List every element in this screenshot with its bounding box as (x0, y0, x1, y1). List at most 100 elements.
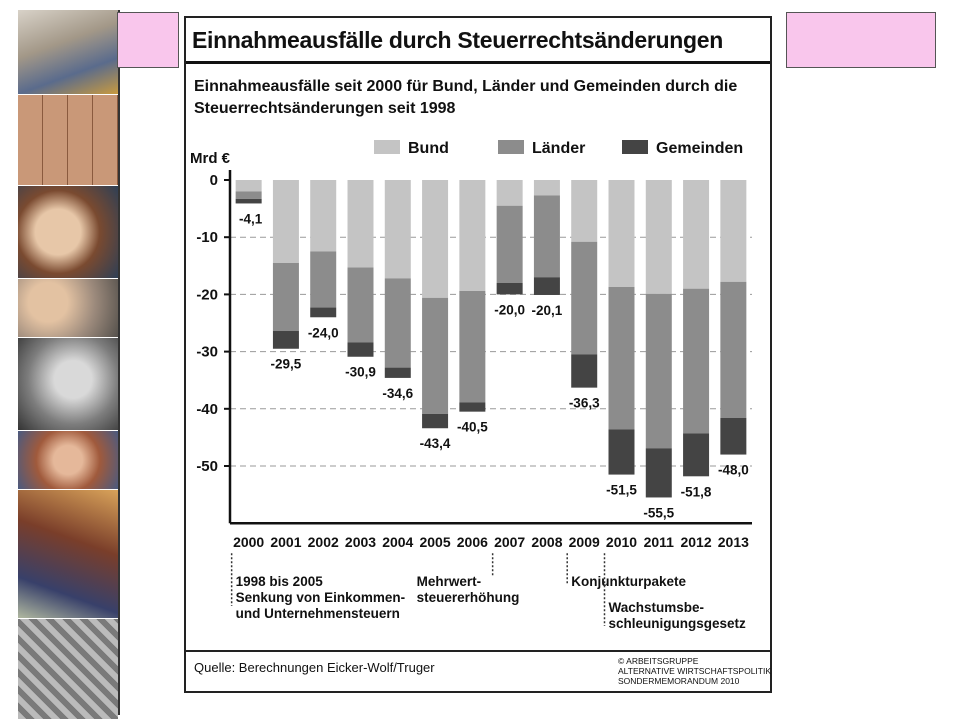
x-tick-label: 2006 (457, 534, 488, 550)
total-label: -24,0 (308, 325, 339, 340)
photo-collage (18, 10, 118, 720)
annotation-text: steuererhöhung (417, 590, 520, 605)
bar-segment-bund (422, 180, 449, 298)
title-band-left (117, 12, 179, 68)
legend-swatch (498, 140, 524, 154)
legend-label: Gemeinden (656, 140, 743, 157)
credit-line: SONDERMEMORANDUM 2010 (618, 676, 740, 686)
bar-segment-länder (272, 262, 299, 332)
bar-segment-gemeinden (683, 433, 710, 477)
figure-footer: Quelle: Berechnungen Eicker-Wolf/Truger … (186, 650, 771, 686)
annotation-text: 1998 bis 2005 (236, 574, 324, 589)
total-label: -34,6 (382, 386, 413, 401)
legend-swatch (374, 140, 400, 154)
total-label: -55,5 (643, 505, 674, 520)
y-tick-label: -20 (196, 286, 218, 303)
bar-segment-gemeinden (720, 417, 747, 455)
bar-segment-gemeinden (645, 448, 672, 498)
x-tick-label: 2005 (419, 534, 450, 550)
bar-segment-gemeinden (496, 282, 523, 295)
y-tick-label: 0 (210, 172, 218, 189)
bar-segment-länder (310, 251, 337, 308)
x-tick-label: 2008 (531, 534, 562, 550)
source-note: Quelle: Berechnungen Eicker-Wolf/Truger (194, 660, 435, 675)
bar-segment-gemeinden (571, 354, 598, 388)
photo-young-men (18, 279, 118, 338)
bar-segment-länder (533, 195, 560, 278)
bar-segment-bund (571, 180, 598, 242)
x-tick-label: 2004 (382, 534, 413, 550)
x-tick-label: 2009 (569, 534, 600, 550)
bar-segment-gemeinden (384, 367, 411, 378)
total-label: -48,0 (718, 463, 749, 478)
figure-subtitle: Einnahmeausfälle seit 2000 für Bund, Län… (194, 78, 738, 117)
bar-segment-länder (235, 191, 262, 199)
bar-segment-bund (384, 180, 411, 279)
bar-segment-gemeinden (272, 331, 299, 349)
bar-segment-bund (347, 180, 374, 268)
x-tick-label: 2007 (494, 534, 525, 550)
bar-segment-bund (608, 180, 635, 287)
figure-title: Einnahmeausfälle durch Steuerrechtsänder… (192, 27, 723, 53)
bar-segment-gemeinden (608, 429, 635, 475)
total-label: -43,4 (420, 436, 451, 451)
total-label: -20,0 (494, 302, 525, 317)
credit-line: ALTERNATIVE WIRTSCHAFTSPOLITIK (618, 666, 772, 676)
bar-segment-länder (347, 267, 374, 343)
total-label: -20,1 (532, 303, 563, 318)
annotation-text: Senkung von Einkommen- (236, 590, 406, 605)
total-label: -51,8 (681, 484, 712, 499)
slide-frame-line (118, 10, 120, 715)
bar-segment-bund (459, 180, 486, 291)
bar-segment-bund (235, 180, 262, 192)
title-band-right (786, 12, 936, 68)
bar-segment-länder (571, 241, 598, 355)
x-tick-label: 2000 (233, 534, 264, 550)
bar-segment-länder (645, 293, 672, 449)
legend-label: Länder (532, 140, 585, 157)
chart-figure: Einnahmeausfälle durch Steuerrechtsänder… (184, 16, 772, 693)
figure-title-box: Einnahmeausfälle durch Steuerrechtsänder… (186, 18, 770, 64)
bar-segment-gemeinden (347, 342, 374, 357)
y-tick-label: -50 (196, 458, 218, 475)
credit-note: © ARBEITSGRUPPE ALTERNATIVE WIRTSCHAFTSP… (618, 656, 772, 686)
y-tick-label: -30 (196, 344, 218, 361)
legend-label: Bund (408, 140, 449, 157)
x-tick-label: 2002 (308, 534, 339, 550)
total-label: -4,1 (239, 211, 263, 226)
photo-girl-phone (18, 186, 118, 279)
y-tick-label: -10 (196, 229, 218, 246)
bar-segment-länder (683, 288, 710, 434)
x-tick-label: 2012 (680, 534, 711, 550)
bar-segment-länder (608, 286, 635, 430)
annotation-text: Wachstumsbe- (609, 600, 705, 615)
bar-segment-gemeinden (459, 402, 486, 412)
bar-segment-gemeinden (235, 198, 262, 204)
x-tick-label: 2003 (345, 534, 376, 550)
y-axis-label: Mrd € (190, 150, 231, 167)
bar-segment-gemeinden (422, 413, 449, 429)
annotation-text: Konjunkturpakete (571, 574, 686, 589)
photo-teens (18, 431, 118, 490)
bar-segment-bund (272, 180, 299, 263)
bar-segment-länder (422, 297, 449, 414)
annotation-text: Mehrwert- (417, 574, 482, 589)
bar-segment-bund (496, 180, 523, 206)
bar-segment-bund (533, 180, 560, 196)
annotation-text: und Unternehmensteuern (236, 606, 400, 621)
bar-segment-länder (496, 205, 523, 283)
x-tick-label: 2013 (718, 534, 749, 550)
total-label: -40,5 (457, 420, 488, 435)
total-label: -36,3 (569, 396, 600, 411)
photo-demonstration (18, 619, 118, 720)
total-label: -30,9 (345, 365, 376, 380)
bar-segment-gemeinden (533, 277, 560, 295)
photo-children-playing (18, 10, 118, 95)
x-tick-label: 2001 (270, 534, 301, 550)
bar-segment-bund (720, 180, 747, 282)
bar-chart: Bund Länder Gemeinden Mrd € 0 -10 -20 -30 -40 -50… (190, 140, 752, 631)
bar-segment-gemeinden (310, 307, 337, 318)
x-tick-label: 2010 (606, 534, 637, 550)
bar-segment-bund (683, 180, 710, 289)
bar-segment-länder (720, 281, 747, 418)
